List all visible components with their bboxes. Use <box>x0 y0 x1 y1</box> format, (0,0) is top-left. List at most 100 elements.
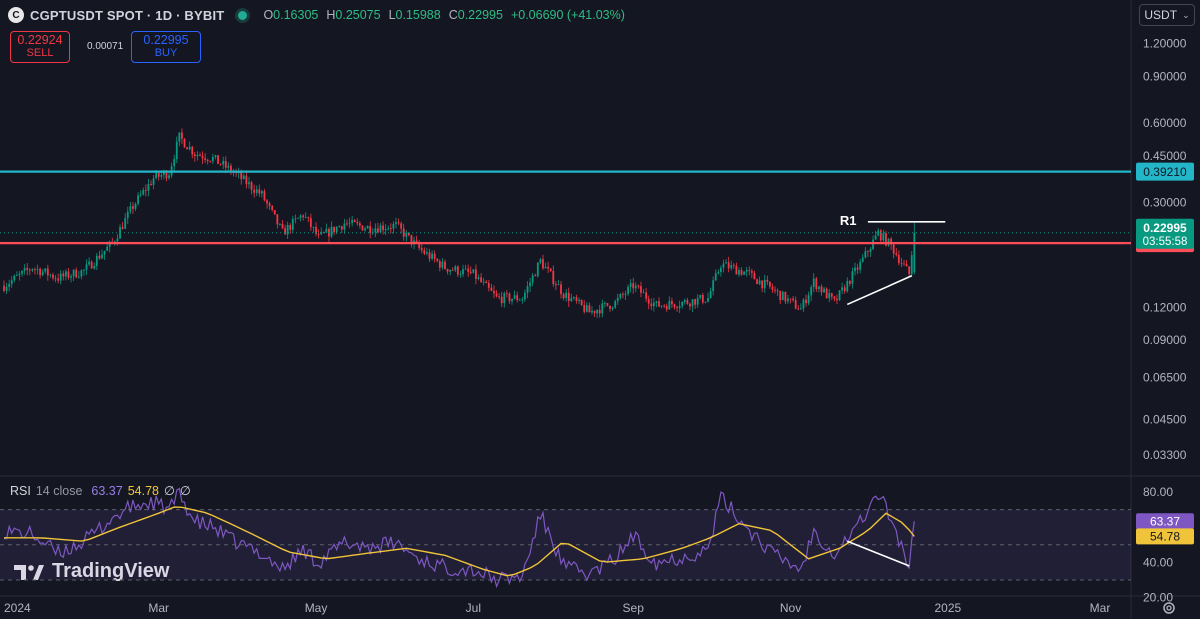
candle-body <box>663 305 666 307</box>
candle-body <box>150 183 152 185</box>
time-axis-label: 2024 <box>4 601 31 615</box>
candle-body <box>28 269 31 271</box>
rsi-value-tag <box>1136 513 1194 530</box>
candle-body <box>598 309 601 314</box>
candle-body <box>80 270 83 277</box>
candle-body <box>245 175 248 185</box>
candle-body <box>242 175 245 180</box>
currency-selector[interactable]: USDT ⌄ <box>1139 4 1195 26</box>
candle-body <box>753 272 756 280</box>
candle-body <box>116 238 119 242</box>
rsi-legend[interactable]: RSI 14 close 63.37 54.78 ∅ ∅ <box>10 483 191 499</box>
candle-body <box>211 156 214 162</box>
candle-body <box>356 221 359 224</box>
candle-body <box>113 241 116 243</box>
candle-body <box>655 301 658 303</box>
price-trendline[interactable] <box>846 275 913 306</box>
candle-body <box>493 290 495 294</box>
candle-body <box>433 253 436 259</box>
candle-body <box>542 259 544 269</box>
candle-body <box>155 172 158 179</box>
candle-body <box>838 290 841 301</box>
symbol-title[interactable]: CGPTUSDT SPOT · 1D · BYBIT <box>30 7 225 23</box>
candle-body <box>173 159 176 167</box>
current-price-tag-label: 0.22995 <box>1143 221 1187 235</box>
candle-body <box>480 277 482 282</box>
candle-body <box>841 287 844 291</box>
candle-body <box>204 158 207 160</box>
ohlc-low: L0.15988 <box>388 8 441 22</box>
candle-body <box>583 304 586 312</box>
candle-body <box>609 305 611 309</box>
candle-body <box>678 306 681 308</box>
resistance-high-tag-label: 0.39210 <box>1143 165 1187 179</box>
candle-body <box>240 172 243 180</box>
candle-body <box>106 246 109 251</box>
candle-body <box>201 155 204 159</box>
candle-body <box>567 292 570 302</box>
candle-body <box>160 175 163 177</box>
candle-body <box>477 277 480 279</box>
candle-body <box>877 230 880 236</box>
candle-body <box>456 266 459 275</box>
candle-body <box>379 225 382 233</box>
candle-body <box>405 232 408 237</box>
candle-body <box>467 268 470 272</box>
gear-icon[interactable] <box>1162 601 1176 615</box>
candle-body <box>511 298 513 302</box>
candle-body <box>848 280 851 284</box>
candle-body <box>263 191 266 201</box>
rsi-ma-line[interactable] <box>4 506 915 577</box>
candle-body <box>307 216 310 219</box>
ohlc-close: C0.22995 <box>448 8 503 22</box>
rsi-axis-label: 80.00 <box>1143 485 1173 499</box>
candle-body <box>469 271 472 273</box>
candle-body <box>812 278 815 288</box>
candle-body <box>614 301 617 308</box>
candle-body <box>237 172 240 174</box>
candle-body <box>709 291 712 299</box>
candle-body <box>490 287 493 291</box>
candle-body <box>882 233 885 241</box>
candle-body <box>601 303 604 314</box>
buy-button[interactable]: 0.22995 BUY <box>131 31 201 63</box>
candle-body <box>322 232 325 234</box>
candle-body <box>168 175 170 179</box>
candle-body <box>312 226 315 228</box>
candle-body <box>335 226 338 233</box>
candle-body <box>660 305 663 307</box>
candle-body <box>673 304 676 308</box>
candle-body <box>725 262 727 264</box>
candle-body <box>750 270 753 273</box>
candle-body <box>90 261 93 269</box>
candle-body <box>54 278 57 279</box>
candle-body <box>704 301 707 303</box>
candle-body <box>487 282 490 288</box>
candle-body <box>683 300 686 302</box>
candle-body <box>616 297 619 302</box>
candle-body <box>59 273 62 281</box>
candle-body <box>714 273 717 281</box>
candle-body <box>273 210 276 215</box>
candle-body <box>769 281 771 287</box>
candle-body <box>647 298 650 304</box>
price-axis-label: 0.04500 <box>1143 413 1187 427</box>
candle-body <box>284 228 286 235</box>
price-axis-label: 1.20000 <box>1143 36 1187 50</box>
r1-label: R1 <box>840 213 857 228</box>
candle-body <box>526 286 529 293</box>
candle-body <box>861 257 864 262</box>
candle-body <box>304 216 307 218</box>
candle-body <box>606 302 609 306</box>
sell-button[interactable]: 0.22924 SELL <box>10 31 70 63</box>
candle-body <box>441 261 444 268</box>
candle-body <box>503 293 506 304</box>
candle-body <box>333 226 335 233</box>
candle-body <box>807 295 810 304</box>
rsi-line[interactable] <box>4 487 915 589</box>
price-axis-label: 0.60000 <box>1143 116 1187 130</box>
candle-body <box>854 267 856 272</box>
candle-body <box>701 295 704 303</box>
rsi-trendline[interactable] <box>846 540 910 567</box>
